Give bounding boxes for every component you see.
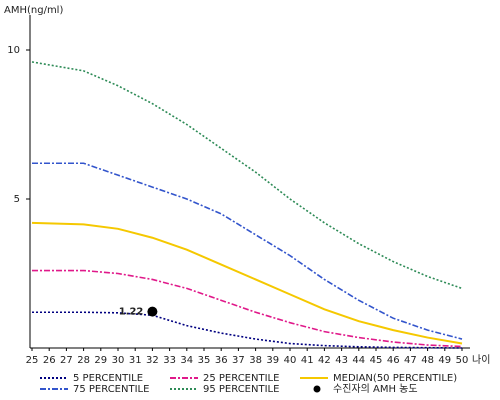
x-tick-label: 40 [284,355,297,366]
series-line [31,61,463,290]
series-line [32,162,463,340]
x-tick-label: 38 [249,355,262,366]
x-tick-label: 49 [438,355,451,366]
y-tick-label: 5 [14,194,20,205]
point-label: 1.22 [119,307,144,318]
x-tick-label: 26 [43,355,56,366]
x-tick-label: 30 [112,355,125,366]
x-tick-label: 31 [129,355,142,366]
x-tick-label: 37 [232,355,245,366]
x-tick-label: 45 [370,355,383,366]
x-tick-label: 25 [26,355,39,366]
x-axis-label: 나이 [472,354,490,366]
series-line [31,221,463,345]
legend-label: 25 PERCENTILE [203,373,279,384]
x-tick-label: 43 [335,355,348,366]
x-tick-label: 32 [146,355,159,366]
x-tick-label: 27 [60,355,73,366]
legend-swatch [313,385,321,393]
x-tick-label: 46 [387,355,400,366]
legend-label: 수진자의 AMH 농도 [333,383,418,395]
legend-label: MEDIAN(50 PERCENTILE) [333,373,457,384]
patient-point [147,306,158,317]
x-tick-label: 34 [180,355,193,366]
x-tick-label: 41 [301,355,314,366]
x-tick-label: 44 [352,355,365,366]
x-tick-label: 48 [421,355,434,366]
x-tick-label: 33 [163,355,176,366]
legend-label: 5 PERCENTILE [73,373,143,384]
y-tick-label: 10 [7,45,20,56]
x-tick-label: 35 [198,355,211,366]
x-tick-label: 50 [456,355,469,366]
x-tick-label: 36 [215,355,228,366]
x-tick-label: 47 [404,355,417,366]
x-tick-label: 29 [94,355,107,366]
series-line [32,311,463,349]
series-line [32,269,463,348]
legend-label: 75 PERCENTILE [73,384,149,395]
x-tick-label: 39 [266,355,279,366]
x-tick-label: 42 [318,355,331,366]
x-tick-label: 28 [77,355,90,366]
legend-label: 95 PERCENTILE [203,384,279,395]
y-axis-label: AMH(ng/ml) [4,5,63,16]
